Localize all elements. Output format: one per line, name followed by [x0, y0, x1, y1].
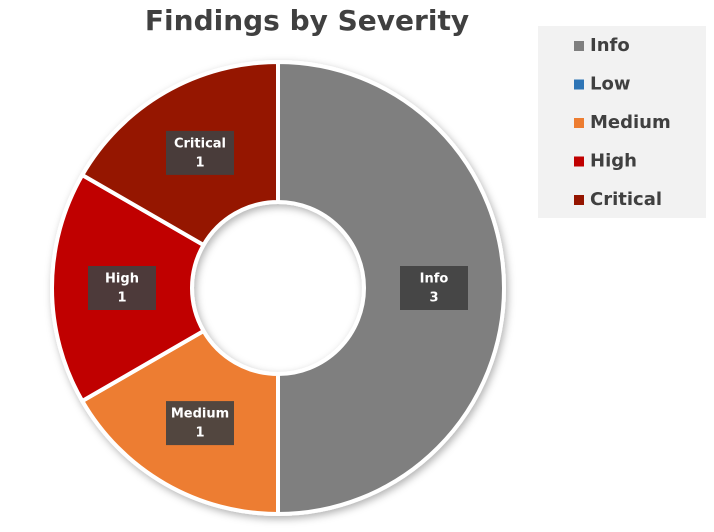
data-label-value: 1: [195, 155, 204, 170]
legend-label: High: [590, 151, 637, 172]
data-label-category: Medium: [171, 407, 229, 422]
data-labels: Info 3 Medium 1 High 1 Critical 1: [88, 130, 468, 446]
legend-swatch: [574, 118, 584, 128]
donut: [50, 59, 506, 517]
legend-label: Critical: [590, 189, 662, 210]
legend-swatch: [574, 195, 584, 205]
donut-slice: [276, 59, 506, 517]
legend-swatch: [574, 79, 584, 90]
data-label-category: High: [105, 272, 139, 287]
data-label: Medium 1: [166, 401, 234, 446]
legend-swatch: [574, 156, 584, 167]
data-label-category: Critical: [174, 136, 226, 151]
data-label-value: 3: [429, 291, 438, 306]
data-label-value: 1: [195, 426, 204, 441]
data-label-value: 1: [117, 291, 126, 306]
data-label-box: [88, 266, 156, 310]
legend-swatch: [574, 41, 584, 51]
legend-label: Info: [590, 35, 630, 56]
legend-label: Medium: [590, 112, 671, 133]
data-label-box: [166, 130, 234, 175]
data-label: High 1: [88, 266, 156, 310]
legend: Info Low Medium High Critical: [574, 35, 671, 210]
legend-box: [538, 26, 706, 218]
data-label-category: Info: [420, 272, 449, 287]
data-label-box: [400, 266, 468, 310]
data-label: Info 3: [400, 266, 468, 310]
data-label: Critical 1: [166, 130, 234, 175]
legend-label: Low: [590, 74, 630, 95]
data-label-box: [166, 401, 234, 446]
chart-title: Findings by Severity: [145, 4, 469, 37]
